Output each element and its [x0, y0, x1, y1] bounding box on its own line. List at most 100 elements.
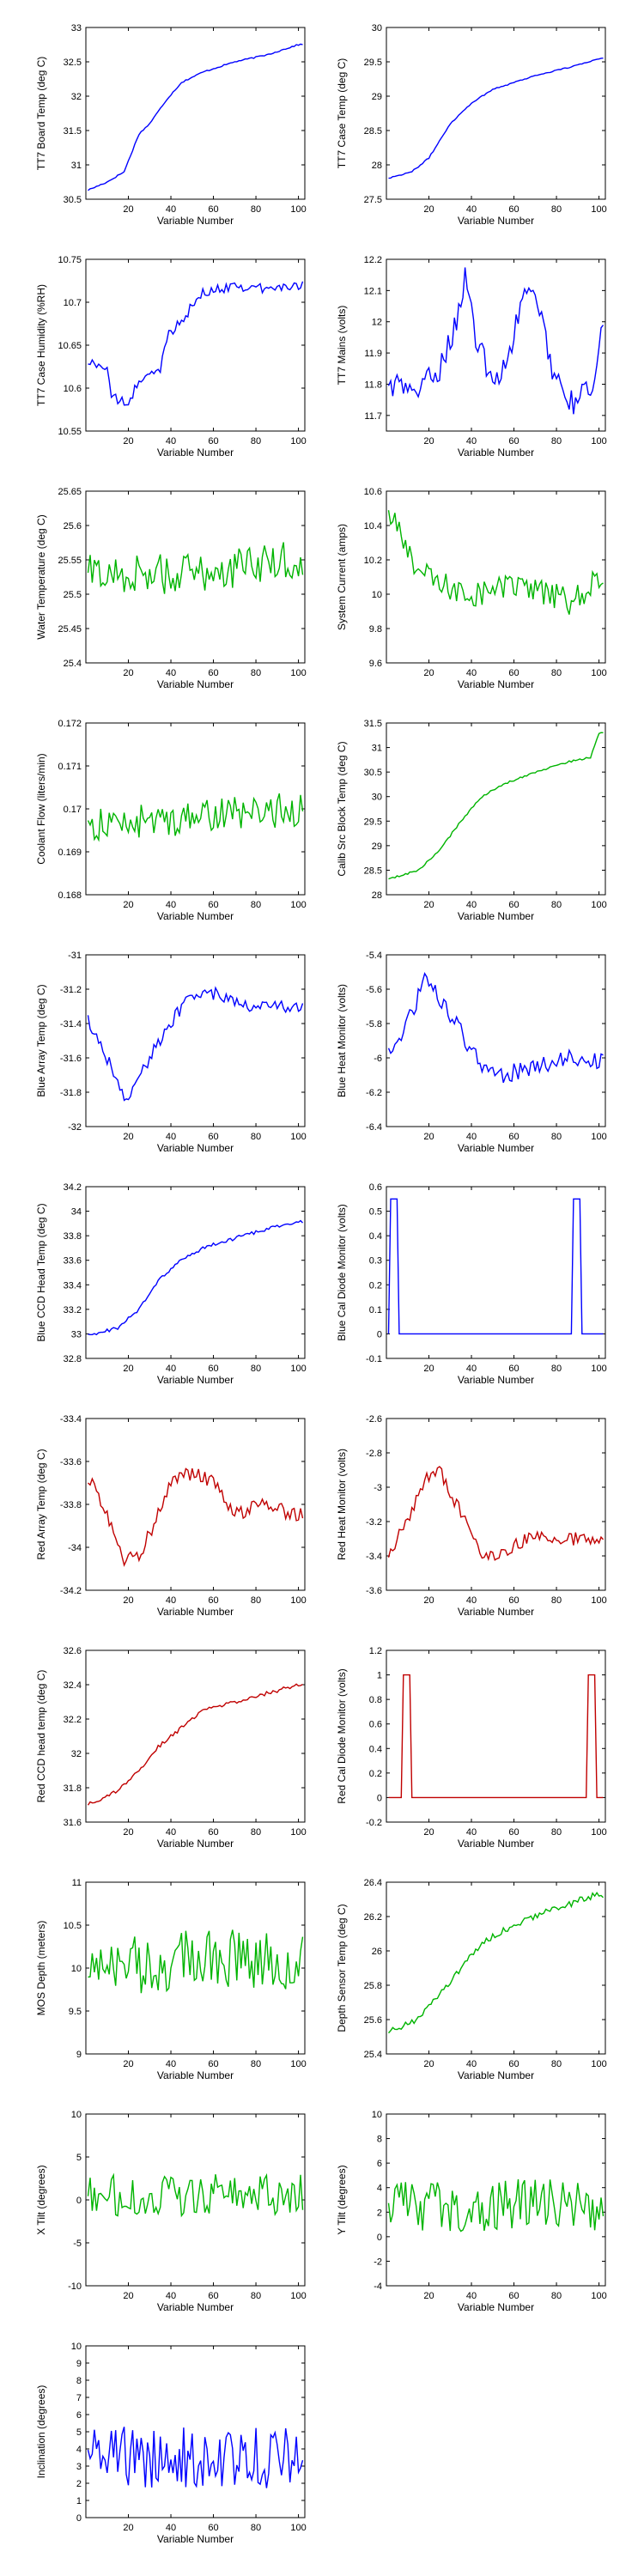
x-tick-label: 100 [591, 436, 606, 447]
x-tick-label: 80 [251, 1595, 261, 1606]
y-tick-label: -3.6 [366, 1586, 382, 1596]
series-line [388, 732, 604, 880]
chart-panel: 20 40 60 80 100 -6.4 -6.2 -6 -5.8 -5.6 -5.4 Variabl… [336, 951, 607, 1154]
y-tick-label: 1 [377, 1671, 382, 1681]
y-tick-label: 0.8 [369, 1695, 382, 1705]
y-tick-label: -34.2 [60, 1586, 82, 1596]
x-tick-label: 60 [508, 204, 519, 215]
x-tick-label: 20 [423, 204, 434, 215]
y-tick-label: 10.75 [58, 255, 82, 265]
y-tick-label: 25.5 [64, 590, 82, 600]
y-tick-label: 9 [76, 2359, 82, 2369]
x-tick-label: 20 [123, 204, 133, 215]
series-line [387, 510, 604, 615]
y-tick-label: 34 [71, 1207, 82, 1218]
y-tick-label: 31 [71, 161, 82, 171]
chart-panel: 20 40 60 80 100 -10 -5 0 5 10 Variable Number X Til… [35, 2110, 307, 2313]
y-tick-label: -3 [374, 1483, 382, 1493]
chart-panel: 20 40 60 80 100 32.8 33 33.2 33.4 33.6 33.8 34 34.2 V… [35, 1182, 307, 1386]
y-tick-label: 26 [372, 1947, 382, 1957]
y-tick-label: 3 [76, 2462, 82, 2472]
y-tick-label: 0.5 [369, 1207, 382, 1218]
y-tick-label: 25.6 [364, 2015, 382, 2026]
y-tick-label: 31.5 [64, 126, 82, 137]
x-tick-label: 40 [166, 204, 176, 215]
x-axis-label: Variable Number [458, 447, 534, 459]
y-tick-label: -5.4 [366, 951, 382, 961]
x-tick-label: 40 [466, 1132, 477, 1142]
chart-panel: 20 40 60 80 100 25.4 25.45 25.5 25.55 25.6 25.65 Va… [35, 487, 307, 690]
y-tick-label: 25.65 [58, 487, 82, 497]
y-tick-label: 10.2 [364, 556, 382, 566]
x-tick-label: 80 [551, 204, 562, 215]
y-tick-label: -6.2 [366, 1088, 382, 1098]
y-tick-label: 10.4 [364, 521, 382, 532]
y-tick-label: 32.2 [64, 1715, 82, 1725]
y-tick-label: -3.4 [366, 1552, 382, 1562]
y-tick-label: 30 [372, 23, 382, 33]
x-tick-label: 40 [466, 1827, 477, 1838]
y-tick-label: 32.6 [64, 1646, 82, 1656]
x-tick-label: 40 [166, 1827, 176, 1838]
series-line [387, 1198, 604, 1335]
chart-panel: 20 40 60 80 100 10.55 10.6 10.65 10.7 10.75 Variab… [35, 255, 307, 459]
x-axis-label: Variable Number [458, 678, 534, 690]
x-tick-label: 80 [251, 900, 261, 910]
y-tick-label: 2 [76, 2479, 82, 2489]
y-axis-label: Coolant Flow (liters/min) [35, 753, 47, 864]
chart-panel: 20 40 60 80 100 0 1 2 3 4 5 6 7 8 9 10 Variable Number In… [35, 2342, 307, 2545]
y-tick-label: 28.5 [364, 866, 382, 876]
x-tick-label: 80 [551, 2291, 562, 2301]
x-tick-label: 60 [208, 1827, 218, 1838]
x-axis-label: Variable Number [157, 910, 234, 922]
series-line [387, 2179, 605, 2233]
y-tick-label: 25.4 [364, 2050, 382, 2060]
x-tick-label: 20 [423, 1132, 434, 1142]
y-tick-label: 32.8 [64, 1354, 82, 1364]
x-tick-label: 80 [551, 1595, 562, 1606]
y-tick-label: -31.8 [60, 1088, 82, 1098]
y-tick-label: 25.6 [64, 521, 82, 532]
x-tick-label: 60 [208, 2523, 218, 2533]
y-tick-label: 26.4 [364, 1878, 382, 1888]
plot-frame [386, 954, 606, 1127]
y-tick-label: 32 [71, 1749, 82, 1759]
series-line [388, 1674, 604, 1799]
y-tick-label: -5 [73, 2239, 82, 2249]
x-tick-label: 80 [251, 668, 261, 678]
x-tick-label: 100 [591, 900, 606, 910]
y-tick-label: 1.2 [369, 1646, 382, 1656]
y-tick-label: 2 [377, 2208, 382, 2218]
y-axis-label: System Current (amps) [336, 524, 348, 630]
x-tick-label: 100 [290, 436, 306, 447]
chart-panel: 20 40 60 80 100 -3.6 -3.4 -3.2 -3 -2.8 -2.6 Variabl… [336, 1414, 607, 1618]
y-tick-label: -33.6 [60, 1457, 82, 1467]
x-tick-label: 100 [591, 1827, 606, 1838]
x-tick-label: 20 [123, 1595, 133, 1606]
y-tick-label: 9 [76, 2050, 82, 2060]
y-axis-label: Inclination (degrees) [35, 2385, 47, 2479]
plot-frame [85, 954, 306, 1127]
x-tick-label: 60 [208, 2291, 218, 2301]
y-axis-label: MOS Depth (meters) [35, 1921, 47, 2016]
x-axis-label: Variable Number [157, 447, 234, 459]
x-tick-label: 80 [551, 900, 562, 910]
y-tick-label: 0.6 [369, 1720, 382, 1730]
y-tick-label: 0 [377, 1329, 382, 1340]
x-tick-label: 80 [551, 1827, 562, 1838]
y-tick-label: 0.172 [58, 719, 82, 729]
y-tick-label: 0.4 [369, 1231, 382, 1242]
y-tick-label: -3.2 [366, 1517, 382, 1528]
y-tick-label: -31.4 [60, 1019, 82, 1030]
plot-frame [386, 1186, 606, 1359]
y-tick-label: 29.5 [364, 817, 382, 827]
y-tick-label: 32 [71, 92, 82, 102]
y-tick-label: 12.1 [364, 286, 382, 296]
y-tick-label: 0.168 [58, 890, 82, 901]
x-axis-label: Variable Number [157, 215, 234, 227]
y-tick-label: 5 [76, 2427, 82, 2438]
x-tick-label: 40 [466, 2291, 477, 2301]
x-tick-label: 100 [591, 2059, 606, 2069]
x-tick-label: 20 [123, 2523, 133, 2533]
series-line [388, 58, 604, 179]
